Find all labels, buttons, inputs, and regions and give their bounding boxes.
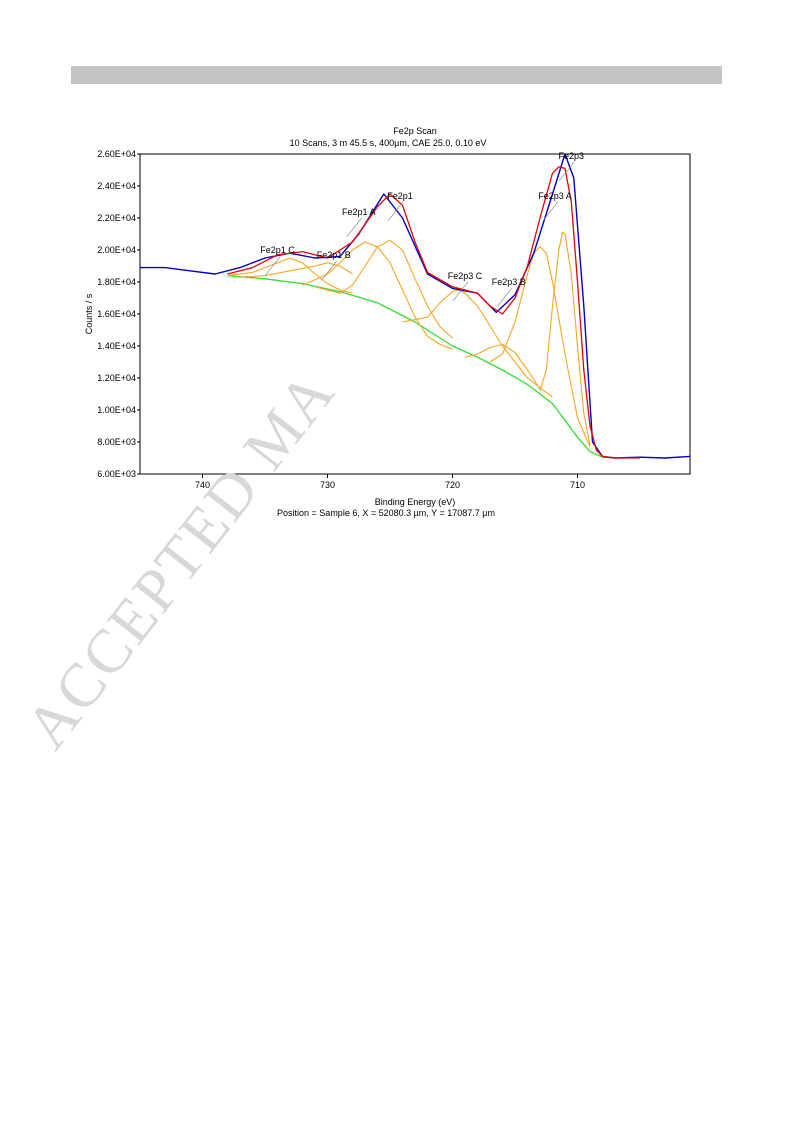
peak-label-leader (558, 161, 575, 182)
peak-label: Fe2p1 C (260, 245, 295, 255)
peak-label-leader (542, 201, 559, 222)
y-tick-label: 6.00E+03 (97, 469, 136, 479)
component-peak-line (239, 262, 353, 278)
y-axis-label: Counts / s (84, 293, 94, 334)
peak-labels: Fe2p1 C Fe2p1 B Fe2p1 A Fe2p1 Fe2p3 C Fe2p3 B… (260, 151, 584, 308)
component-peak-line (539, 231, 591, 446)
peak-label-leader (346, 217, 363, 238)
x-axis: 740 730 720 710 (195, 474, 585, 490)
chart-title: Fe2p Scan (393, 126, 437, 136)
peak-label: Fe2p3 (558, 151, 584, 161)
y-tick-label: 2.60E+04 (97, 149, 136, 159)
component-peak-line (464, 343, 541, 390)
y-tick-label: 8.00E+03 (97, 437, 136, 447)
background-line (227, 274, 616, 459)
x-tick-label: 730 (320, 480, 335, 490)
peak-label-leader (321, 260, 338, 281)
peak-label: Fe2p1 A (342, 207, 376, 217)
component-peak-line (402, 289, 553, 398)
x-tick-label: 720 (445, 480, 460, 490)
component-peak-line (489, 246, 591, 448)
raw-data-line (140, 153, 691, 459)
peak-label: Fe2p1 B (317, 250, 351, 260)
peak-label-leader (452, 281, 469, 302)
peak-label-leader (496, 287, 513, 308)
y-tick-label: 1.40E+04 (97, 341, 136, 351)
y-tick-label: 1.20E+04 (97, 373, 136, 383)
component-peak-line (302, 241, 453, 350)
peak-label-leader (387, 201, 404, 222)
y-tick-label: 1.60E+04 (97, 309, 136, 319)
y-tick-label: 2.40E+04 (97, 181, 136, 191)
y-axis: 6.00E+03 8.00E+03 1.00E+04 1.20E+04 1.40E+04… (97, 149, 140, 479)
peak-label: Fe2p1 (387, 191, 413, 201)
y-tick-label: 1.80E+04 (97, 277, 136, 287)
y-tick-label: 2.20E+04 (97, 213, 136, 223)
peak-label-leader (265, 255, 281, 276)
component-peak-line (227, 257, 353, 294)
chart-subtitle: 10 Scans, 3 m 45.5 s, 400µm, CAE 25.0, 0… (290, 138, 487, 148)
page-header-bar (71, 66, 722, 84)
fit-envelope-line (227, 166, 640, 459)
x-axis-label: Binding Energy (eV) (375, 497, 456, 507)
peak-label: Fe2p3 B (492, 277, 526, 287)
series-layer (140, 153, 691, 459)
peak-label: Fe2p3 C (448, 271, 483, 281)
peak-label: Fe2p3 A (538, 191, 572, 201)
x-tick-label: 710 (570, 480, 585, 490)
x-tick-label: 740 (195, 480, 210, 490)
y-tick-label: 1.00E+04 (97, 405, 136, 415)
position-footer: Position = Sample 6, X = 52080.3 µm, Y =… (277, 508, 495, 518)
plot-area (139, 153, 691, 475)
y-tick-label: 2.00E+04 (97, 245, 136, 255)
